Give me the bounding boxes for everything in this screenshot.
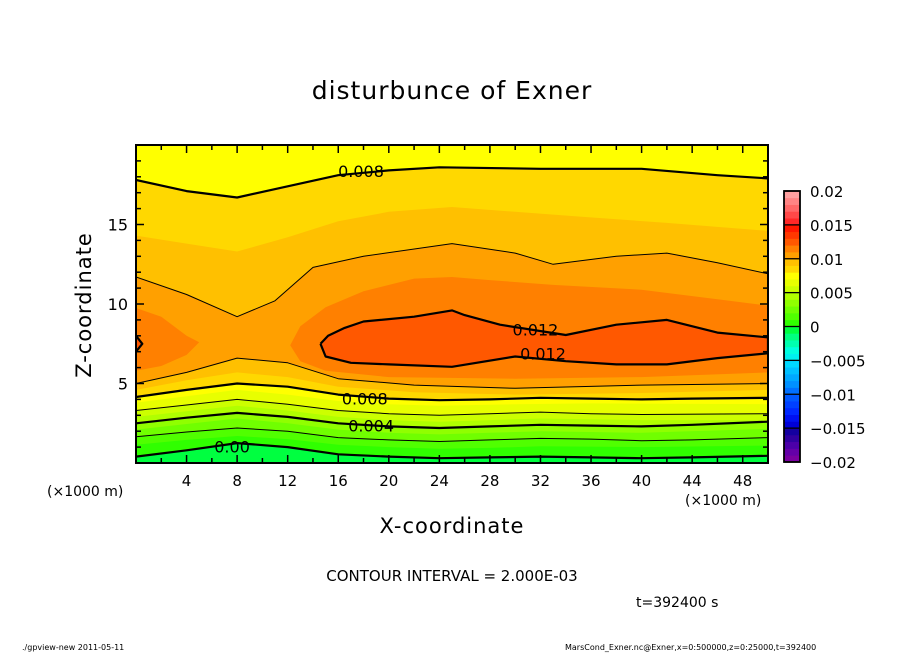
contour-label: 0.00 — [214, 437, 250, 456]
x-tick-label: 20 — [379, 472, 398, 490]
chart-title: disturbunce of Exner — [311, 76, 593, 105]
contour-label: 0.008 — [342, 390, 388, 409]
colorbar-segment — [784, 340, 800, 348]
colorbar-segment — [784, 285, 800, 294]
colorbar-segment — [784, 414, 800, 422]
colorbar-tick-label: 0.015 — [810, 217, 853, 235]
contour-line-0.008 — [136, 166, 768, 199]
x-tick-label: 36 — [581, 472, 600, 490]
colorbar-segment — [784, 367, 800, 375]
fill-band-0.011 — [136, 308, 200, 371]
x-tick-label: 8 — [232, 472, 242, 490]
colorbar-segment — [784, 353, 800, 361]
colorbar-segment — [784, 265, 800, 273]
contour-line-0.012 — [319, 309, 768, 368]
contour-line-0.010 — [136, 243, 768, 318]
colorbar-segment — [784, 272, 800, 280]
contour-line-0.002 — [136, 427, 768, 442]
contour-line-0.010 — [136, 357, 768, 389]
colorbar-tick-label: −0.01 — [810, 386, 856, 404]
colorbar-segment — [784, 258, 800, 266]
y-tick-label: 15 — [108, 216, 128, 235]
colorbar-segment — [784, 373, 800, 382]
colorbar-segment — [784, 191, 800, 199]
colorbar-segment — [784, 407, 800, 415]
x-tick-label: 40 — [632, 472, 651, 490]
contour-interval-text: CONTOUR INTERVAL = 2.000E-03 — [326, 567, 578, 585]
footer-left: ./gpview-new 2011-05-11 — [22, 643, 125, 652]
x-tick-label: 24 — [430, 472, 449, 490]
colorbar-segment — [784, 434, 800, 443]
contour-label: 0.012 — [513, 320, 559, 339]
colorbar-segment — [784, 333, 800, 341]
colorbar-segment — [784, 211, 800, 219]
contour-label: 0.008 — [338, 162, 384, 181]
y-axis-label: Z-coordinate — [72, 232, 96, 378]
x-unit-label-right: (×1000 m) — [685, 493, 762, 509]
colorbar-segment — [784, 279, 800, 287]
colorbar-segment — [784, 197, 800, 205]
colorbar-segment — [784, 346, 800, 354]
x-tick-label: 12 — [278, 472, 297, 490]
contour-line-0.012 — [136, 335, 144, 353]
colorbar-segment — [784, 204, 800, 212]
colorbar-segment — [784, 218, 800, 226]
contour-line-0.008 — [136, 382, 768, 402]
colorbar-segment — [784, 312, 800, 321]
colorbar-segment — [784, 421, 800, 429]
x-tick-label: 16 — [329, 472, 348, 490]
fill-band-0.012 — [320, 310, 768, 367]
fill-band-0.012 — [136, 335, 143, 352]
time-text: t=392400 s — [636, 595, 719, 611]
y-tick-label: 5 — [118, 375, 128, 394]
colorbar-segment — [784, 360, 800, 368]
colorbar-segment — [784, 299, 800, 307]
colorbar-segment — [784, 394, 800, 402]
x-unit-label-left: (×1000 m) — [47, 484, 124, 500]
footer-right: MarsCond_Exner.nc@Exner,x=0:500000,z=0:2… — [565, 643, 817, 652]
colorbar-tick-label: 0.01 — [810, 251, 843, 269]
colorbar-tick-label: −0.02 — [810, 454, 856, 472]
contour-label: 0.004 — [348, 417, 394, 436]
contour-line-0.004 — [136, 411, 768, 430]
colorbar-segment — [784, 441, 800, 449]
x-tick-label: 32 — [531, 472, 550, 490]
y-tick-label: 10 — [108, 295, 128, 314]
colorbar-tick-label: −0.015 — [810, 420, 866, 438]
colorbar-segment — [784, 238, 800, 246]
colorbar-segment — [784, 387, 800, 395]
plot-area: 0.00 0.004 0.008 0.008 0.012 0.012 — [136, 145, 768, 463]
colorbar-segment — [784, 251, 800, 260]
colorbar-tick-label: 0.005 — [810, 285, 853, 303]
colorbar-tick-label: −0.005 — [810, 352, 866, 370]
x-axis-label: X-coordinate — [379, 514, 525, 538]
colorbar-segment — [784, 231, 800, 239]
x-tick-label: 44 — [683, 472, 702, 490]
colorbar-frame — [783, 190, 801, 463]
colorbar-segment — [784, 401, 800, 409]
colorbar-segment — [784, 448, 800, 456]
x-tick-label: 48 — [733, 472, 752, 490]
colorbar-segment — [784, 319, 800, 327]
colorbar-segment — [784, 380, 800, 388]
colorbar-segment — [784, 455, 800, 463]
colorbar-tick-label: 0 — [810, 319, 820, 337]
colorbar-segment — [784, 306, 800, 314]
colorbar-segment — [784, 326, 800, 334]
colorbar-segment — [784, 428, 800, 436]
contour-line-0.006 — [136, 398, 768, 416]
contour-label: 0.012 — [520, 344, 566, 363]
colorbar-segment — [784, 292, 800, 300]
colorbar-tick-label: 0.02 — [810, 183, 843, 201]
colorbar-segment — [784, 245, 800, 253]
colorbar-segment — [784, 224, 800, 233]
x-tick-label: 28 — [480, 472, 499, 490]
x-tick-label: 4 — [182, 472, 192, 490]
